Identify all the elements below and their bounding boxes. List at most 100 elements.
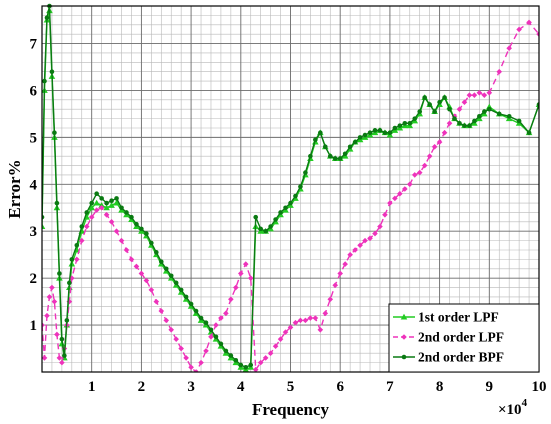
data-point bbox=[88, 204, 95, 211]
data-point bbox=[62, 353, 67, 358]
data-point bbox=[287, 324, 294, 331]
data-point bbox=[113, 199, 120, 206]
data-point bbox=[282, 329, 289, 335]
data-point bbox=[46, 294, 53, 300]
data-point bbox=[242, 261, 249, 267]
data-point bbox=[263, 228, 268, 234]
data-point bbox=[387, 130, 393, 135]
data-point bbox=[252, 366, 259, 372]
x-axis-multiplier-base: ×10 bbox=[498, 402, 522, 418]
data-point bbox=[57, 271, 62, 276]
data-point bbox=[79, 224, 85, 229]
data-point bbox=[168, 326, 175, 333]
data-point bbox=[457, 121, 462, 126]
data-point bbox=[302, 317, 309, 324]
data-point bbox=[367, 130, 373, 135]
data-point bbox=[98, 204, 105, 211]
data-point bbox=[283, 205, 288, 211]
data-point bbox=[303, 170, 308, 175]
data-point bbox=[337, 270, 343, 277]
data-point bbox=[129, 214, 134, 220]
data-point bbox=[327, 296, 334, 303]
data-point bbox=[427, 102, 432, 107]
data-point bbox=[213, 334, 219, 340]
data-point bbox=[317, 326, 324, 333]
data-point bbox=[417, 109, 423, 114]
data-point bbox=[154, 250, 159, 255]
data-point bbox=[42, 322, 45, 328]
data-point bbox=[288, 200, 293, 206]
data-point bbox=[322, 144, 328, 150]
data-point bbox=[183, 355, 189, 361]
data-point bbox=[67, 280, 72, 286]
data-point bbox=[506, 113, 512, 119]
data-point bbox=[193, 369, 199, 372]
data-point bbox=[233, 284, 239, 291]
data-point bbox=[78, 237, 85, 244]
y-tick-label: 3 bbox=[30, 224, 38, 240]
data-point bbox=[357, 135, 363, 140]
data-point bbox=[431, 143, 438, 150]
data-point bbox=[347, 251, 353, 258]
data-point bbox=[362, 237, 368, 244]
data-point bbox=[307, 315, 314, 321]
data-point bbox=[401, 354, 407, 360]
data-point bbox=[308, 153, 313, 159]
data-point bbox=[248, 362, 254, 368]
data-point bbox=[247, 275, 254, 281]
data-point bbox=[387, 200, 393, 206]
data-point bbox=[536, 31, 539, 37]
data-point bbox=[93, 207, 100, 213]
y-tick-label: 5 bbox=[30, 130, 38, 146]
data-point bbox=[233, 357, 239, 363]
data-point bbox=[49, 284, 55, 291]
data-point bbox=[347, 144, 353, 150]
series-line bbox=[42, 21, 539, 372]
data-point bbox=[99, 196, 104, 201]
data-point bbox=[198, 315, 204, 321]
data-point bbox=[467, 123, 472, 128]
data-point bbox=[421, 162, 428, 169]
data-point bbox=[297, 317, 304, 324]
data-point bbox=[56, 355, 63, 361]
data-point bbox=[292, 319, 299, 326]
data-point bbox=[312, 315, 319, 321]
data-point bbox=[51, 298, 58, 305]
data-point bbox=[352, 139, 358, 145]
data-point bbox=[203, 348, 209, 354]
data-point bbox=[104, 200, 109, 206]
data-point bbox=[487, 106, 492, 112]
data-point bbox=[133, 263, 140, 270]
data-point bbox=[178, 345, 184, 352]
tick-labels: 1 2 3 4 5 6 7 8 9 10 1 2 3 4 5 6 7 bbox=[30, 37, 547, 395]
data-point bbox=[134, 221, 139, 227]
data-point bbox=[128, 256, 135, 263]
data-point bbox=[342, 151, 348, 157]
data-point bbox=[426, 153, 433, 159]
data-point bbox=[476, 90, 483, 96]
data-point bbox=[83, 223, 90, 230]
data-point bbox=[193, 308, 199, 314]
data-point bbox=[411, 172, 418, 178]
data-point bbox=[143, 277, 150, 284]
data-point bbox=[526, 130, 532, 135]
data-point bbox=[372, 230, 378, 237]
data-point bbox=[93, 199, 100, 206]
data-point bbox=[397, 190, 403, 197]
x-tick-label: 8 bbox=[436, 379, 444, 395]
data-point bbox=[108, 219, 115, 225]
x-tick-label: 9 bbox=[486, 379, 494, 395]
data-point bbox=[42, 355, 48, 361]
data-point bbox=[89, 200, 94, 206]
data-point bbox=[372, 128, 378, 133]
data-point bbox=[357, 242, 363, 249]
data-point bbox=[401, 334, 407, 340]
data-point bbox=[108, 202, 115, 208]
data-point bbox=[198, 359, 204, 366]
data-point bbox=[188, 301, 194, 307]
data-point bbox=[218, 341, 224, 347]
data-point bbox=[400, 313, 408, 320]
data-point bbox=[138, 270, 145, 277]
data-point bbox=[402, 121, 408, 126]
series-2nd-order-bpf bbox=[42, 3, 539, 370]
